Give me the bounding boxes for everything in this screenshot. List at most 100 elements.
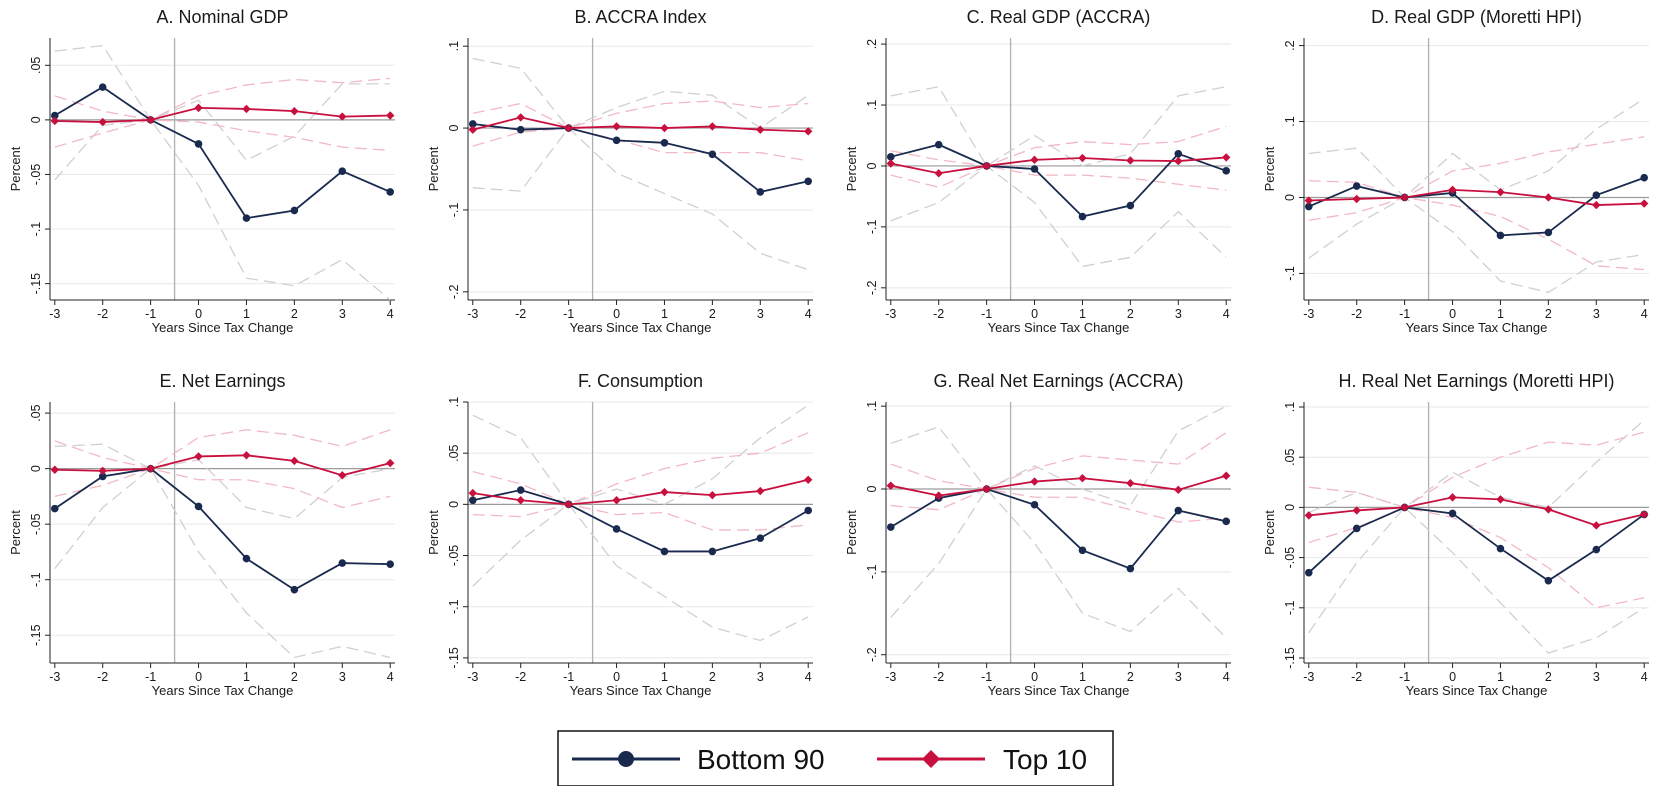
chart-7-xtick-label-5: 2 [1127, 670, 1134, 684]
chart-6-xlabel: Years Since Tax Change [570, 683, 712, 698]
chart-1-point-bottom-90-7 [386, 188, 395, 196]
chart-1-xtick-label-2: -1 [145, 307, 156, 321]
chart-3-xtick-label-1: -2 [933, 307, 944, 321]
chart-6-point-top-10-6 [756, 486, 765, 496]
chart-6: F. Consumption .1 .05 0 -.05 -.1 -.15 -3 -2 -1 0 1 2… [426, 371, 813, 698]
chart-8-ytick-label-1: .05 [1283, 448, 1297, 465]
chart-6-ci-low-top-10 [472, 503, 809, 531]
chart-5-ylabel: Percent [8, 510, 23, 555]
chart-1-ci-high-top-10 [54, 77, 391, 121]
chart-8-ci-low-bottom-90 [1308, 506, 1645, 654]
chart-3-ci-low-bottom-90 [890, 165, 1227, 268]
chart-6-xtick-label-5: 2 [709, 670, 716, 684]
chart-4-point-top-10-2 [1400, 193, 1409, 202]
chart-8-ytick-label-2: 0 [1283, 504, 1297, 511]
chart-8-point-top-10-1 [1352, 506, 1361, 515]
chart-6-point-top-10-4 [660, 487, 669, 497]
chart-3-title: C. Real GDP (ACCRA) [967, 7, 1151, 27]
chart-2-ci-low-top-10 [472, 127, 809, 162]
chart-4-xtick-label-3: 0 [1449, 307, 1456, 321]
chart-8-title: H. Real Net Earnings (Moretti HPI) [1338, 371, 1614, 391]
chart-5-xtick-label-3: 0 [195, 670, 202, 684]
chart-3-point-top-10-0 [886, 159, 895, 168]
chart-2-point-bottom-90-6 [756, 188, 765, 196]
chart-3-ytick-label-4: -.2 [865, 280, 879, 295]
chart-6-xtick-label-4: 1 [661, 670, 668, 684]
chart-7-ytick-label-1: 0 [865, 485, 879, 492]
chart-4-ylabel: Percent [1262, 146, 1277, 191]
chart-6-ytick-label-5: -.15 [447, 647, 461, 669]
chart-5-point-bottom-90-0 [50, 504, 59, 513]
chart-6-series-line-top-10 [472, 478, 809, 506]
legend-marker-bottom-90 [618, 751, 634, 767]
chart-8-point-top-10-3 [1448, 493, 1457, 502]
chart-5-point-bottom-90-5 [290, 585, 299, 594]
chart-5-ytick-label-4: -.15 [29, 624, 43, 646]
chart-1-ytick-label-4: -.15 [29, 273, 43, 295]
chart-1-point-top-10-0 [50, 116, 59, 126]
chart-3-series-line-top-10 [890, 156, 1227, 175]
chart-3-xtick-label-7: 4 [1223, 307, 1230, 321]
chart-4: D. Real GDP (Moretti HPI) .2 .1 0 -.1 -3 -2 -1 0… [1262, 7, 1649, 335]
chart-1-point-bottom-90-4 [242, 214, 251, 222]
chart-5-xtick-label-0: -3 [49, 670, 60, 684]
chart-5-ci-low-bottom-90 [54, 467, 391, 659]
chart-5-point-top-10-4 [242, 451, 251, 460]
chart-5-series-line-top-10 [54, 454, 391, 477]
chart-3-point-top-10-3 [1030, 155, 1039, 165]
chart-4-point-top-10-4 [1496, 187, 1505, 197]
chart-4-ci-high-bottom-90 [1308, 98, 1645, 199]
chart-3-xtick-label-4: 1 [1079, 307, 1086, 321]
chart-3-point-bottom-90-3 [1030, 165, 1039, 173]
chart-7-point-top-10-5 [1126, 479, 1135, 488]
chart-4-ytick-label-1: .1 [1283, 116, 1297, 126]
chart-8-ci-high-top-10 [1308, 431, 1645, 509]
chart-2: B. ACCRA Index .1 0 -.1 -.2 -3 -2 -1 0 1 2 3 4 Years … [426, 7, 813, 335]
chart-4-series-line-bottom-90 [1308, 176, 1645, 237]
chart-6-xtick-label-1: -2 [515, 670, 526, 684]
chart-6-ytick-label-2: 0 [447, 501, 461, 508]
chart-7-point-top-10-2 [982, 484, 991, 494]
chart-6-point-bottom-90-4 [660, 547, 669, 556]
chart-8-xtick-label-1: -2 [1351, 670, 1362, 684]
chart-6-xtick-label-6: 3 [757, 670, 764, 684]
chart-5-point-top-10-3 [194, 452, 203, 461]
panels: A. Nominal GDP .05 0 -.05 -.1 -.15 -3 -2 -1 0 1 2 3 4… [8, 7, 1649, 698]
chart-7-point-bottom-90-3 [1030, 500, 1039, 509]
chart-6-xtick-label-3: 0 [613, 670, 620, 684]
chart-3-ytick-label-1: .1 [865, 100, 879, 110]
chart-4-point-top-10-7 [1640, 199, 1649, 208]
chart-7-ytick-label-0: .1 [865, 401, 879, 411]
chart-7-ci-high-bottom-90 [890, 405, 1227, 507]
chart-2-xtick-label-3: 0 [613, 307, 620, 321]
chart-2-point-top-10-1 [516, 113, 525, 122]
chart-2-ytick-label-3: -.2 [447, 284, 461, 299]
chart-7-ytick-label-2: -.1 [865, 565, 879, 580]
chart-5-series-line-bottom-90 [54, 467, 391, 591]
chart-5-xtick-label-6: 3 [339, 670, 346, 684]
legend-item-bottom-90: Bottom 90 [572, 744, 825, 775]
chart-6-ci-high-bottom-90 [472, 404, 809, 506]
chart-3-point-top-10-5 [1126, 156, 1135, 165]
chart-3-point-bottom-90-7 [1222, 167, 1231, 175]
chart-1-xtick-label-3: 0 [195, 307, 202, 321]
chart-7-series-line-top-10 [890, 474, 1227, 497]
chart-2-xtick-label-4: 1 [661, 307, 668, 321]
chart-4-point-top-10-5 [1544, 193, 1553, 202]
chart-6-point-bottom-90-5 [708, 547, 717, 556]
chart-4-xtick-label-0: -3 [1303, 307, 1314, 321]
chart-7-ci-low-bottom-90 [890, 487, 1227, 639]
chart-1-xtick-label-0: -3 [49, 307, 60, 321]
chart-7-point-bottom-90-4 [1078, 546, 1087, 555]
chart-2-xtick-label-5: 2 [709, 307, 716, 321]
chart-4-ytick-label-3: -.1 [1283, 266, 1297, 281]
chart-3-ci-high-top-10 [890, 125, 1227, 167]
chart-3-xtick-label-2: -1 [981, 307, 992, 321]
chart-6-ytick-label-0: .1 [447, 397, 461, 407]
chart-7-point-top-10-0 [886, 481, 895, 490]
chart-5-point-bottom-90-6 [338, 559, 347, 567]
chart-5-point-bottom-90-3 [194, 502, 203, 511]
chart-3-point-top-10-1 [934, 169, 943, 178]
chart-4-xtick-label-6: 3 [1593, 307, 1600, 321]
chart-8-ytick-label-0: .1 [1283, 402, 1297, 412]
